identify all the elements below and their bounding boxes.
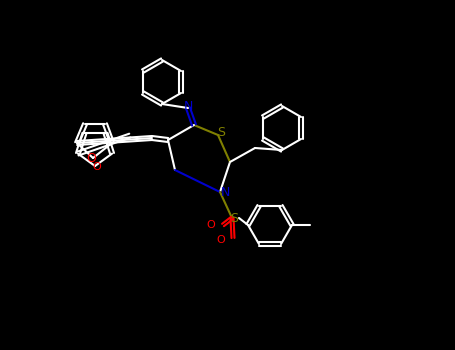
- Text: O: O: [207, 220, 215, 230]
- Text: O: O: [86, 153, 96, 166]
- Text: N: N: [183, 99, 192, 112]
- Text: S: S: [230, 212, 238, 225]
- Text: O: O: [217, 235, 225, 245]
- Text: O: O: [93, 162, 101, 172]
- Text: S: S: [217, 126, 225, 140]
- Text: N: N: [220, 186, 230, 198]
